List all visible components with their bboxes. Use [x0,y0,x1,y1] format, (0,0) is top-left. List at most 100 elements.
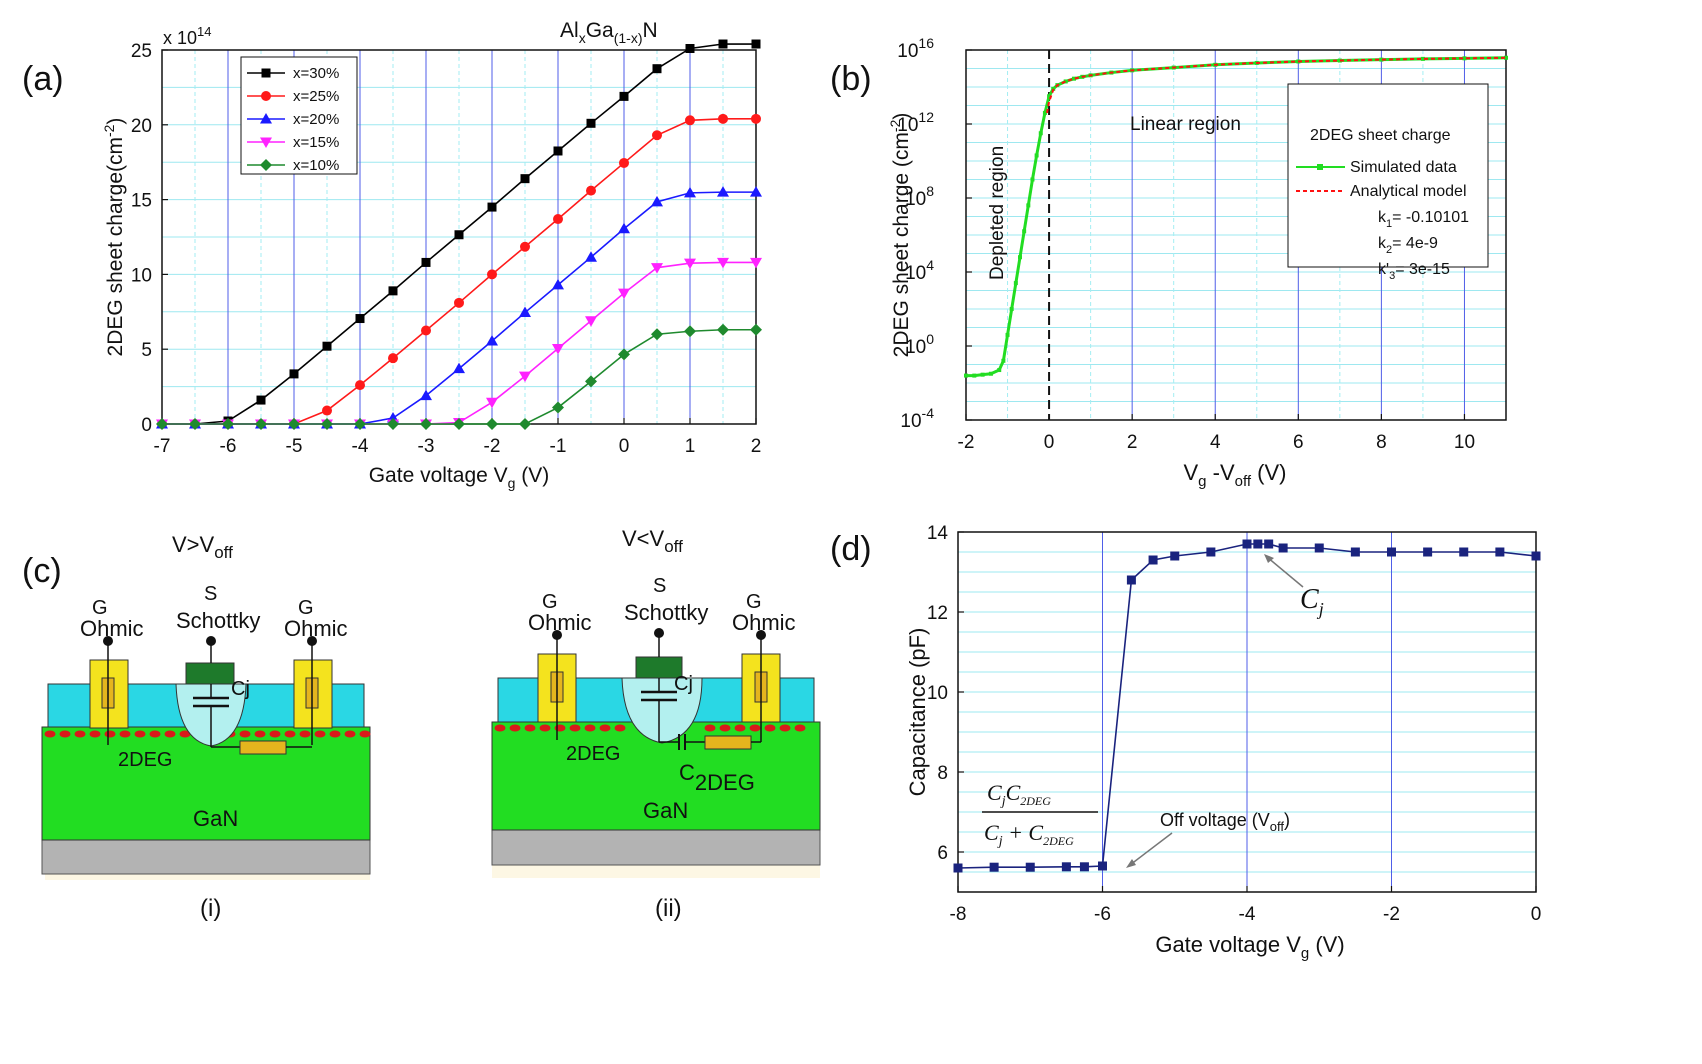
a-xtick-label: -2 [484,436,501,457]
ohmic-right-label-ii: Ohmic [732,610,796,635]
2deg-electron [539,724,551,732]
condition-ii: V<Voff [622,526,683,556]
device-i: V>Voff Cj G Ohmic S Schottky G Ohmic [41,532,371,922]
a-point-x=25% [553,214,563,225]
a-point-x=25% [322,405,332,416]
d-ytick-label: 12 [927,603,948,624]
panel-c-label: (c) [22,552,62,590]
2deg-electron [494,724,506,732]
d-xtick-label: 0 [1531,904,1542,925]
b-point [1379,57,1384,62]
d-ytick-label: 6 [937,843,948,864]
device-ii-2deg-dots [494,724,806,732]
a-ytick-label: 0 [141,415,152,436]
param-k3: k'3= 3e-15 [1378,261,1450,282]
d-point [1025,862,1035,872]
b-point [964,373,968,378]
2deg-electron [764,724,776,732]
2deg-electron [344,730,356,738]
a-legend-marker [261,68,271,78]
2deg-electron [284,730,296,738]
d-ytick-label: 14 [927,523,949,544]
a-point-x=30% [586,118,596,128]
panel-a-legend-entries: x=30% x=25% x=20% x=15% x=10% [247,65,339,174]
a-point-x=20% [486,334,498,346]
panel-a-series [156,39,762,430]
panel-b-ticks: -2 0 2 4 6 8 10 10-4 100 104 108 1012 1016 [897,35,1475,453]
annotation-cj: Cj [1300,584,1324,619]
b-xtick-label: 6 [1293,432,1304,453]
b-point [1009,307,1014,311]
panel-a-xlabel: Gate voltage Vg (V) [369,464,550,491]
b-ytick-label: 1012 [897,109,934,136]
b-point [1337,58,1342,63]
legend-sim-label: Simulated data [1350,159,1457,176]
ohmic-right-label-i: Ohmic [284,616,348,641]
b-xtick-label: 10 [1454,432,1475,453]
legend-sim-marker [1317,164,1323,170]
a-point-x=10% [585,375,597,388]
legend-ana-label: Analytical model [1350,183,1467,200]
2deg-electron [524,724,536,732]
panel-b: (b) -2 0 2 4 6 8 10 10-4 100 104 108 1012 1016 2DEG … [830,35,1508,490]
svg-text:CjC2DEG: CjC2DEG [987,780,1051,809]
d-point [1206,547,1216,557]
a-point-x=20% [750,186,762,197]
panel-b-legend [1287,83,1489,268]
a-point-x=20% [717,186,729,197]
2deg-electron [254,730,266,738]
panel-b-ylabel: 2DEG sheet charge (cm-2) [887,113,913,358]
d-xtick-label: -4 [1239,904,1256,925]
a-point-x=25% [586,185,596,196]
channel-resistor-i [239,740,287,755]
2deg-electron [299,730,311,738]
a-point-x=10% [255,418,267,430]
a-point-x=20% [651,195,663,207]
d-point [1242,539,1252,549]
a-point-x=20% [420,389,432,401]
a-point-x=10% [387,418,399,430]
a-xtick-label: 1 [685,436,696,457]
a-point-x=30% [718,39,728,49]
a-point-x=10% [354,418,366,430]
a-point-x=30% [520,174,530,184]
b-ytick-label: 104 [905,257,934,284]
a-point-x=10% [519,418,531,430]
schottky-depletion-ii [621,677,703,744]
2deg-electron [719,724,731,732]
panel-a-title: AlxGa(1-x)N [560,19,658,46]
a-point-x=30% [487,202,497,212]
a-ytick-label: 25 [131,41,152,62]
a-point-x=30% [454,230,464,240]
b-point [1462,56,1467,61]
a-point-x=20% [519,306,531,318]
caption-ii: (ii) [655,895,682,922]
cj-arrow [1266,556,1304,588]
panel-a-label: (a) [22,60,64,98]
ohmic-contact-left-i [89,659,129,729]
a-point-x=20% [453,362,465,374]
svg-text:Cj + C2DEG: Cj + C2DEG [984,820,1074,849]
2deg-electron [239,730,251,738]
device-ii-substrate [491,829,821,866]
2deg-electron [614,724,626,732]
panel-d-ticks: -8 -6 -4 -2 0 6 8 10 12 14 [927,523,1541,925]
a-point-x=15% [684,258,696,270]
b-point [1026,203,1031,208]
panel-c: (c) V>Voff Cj G Ohmic S Schottky [22,526,821,922]
a-point-x=25% [355,380,365,391]
2deg-electron [509,724,521,732]
c2deg-label: C2DEG [679,760,755,795]
a-ytick-label: 10 [131,265,152,286]
a-point-x=15% [519,371,531,383]
a-point-x=10% [156,418,168,430]
a-point-x=30% [322,341,332,351]
a-point-x=30% [256,395,266,405]
panel-b-series [964,55,1508,378]
a-point-x=20% [684,186,696,198]
2deg-electron [314,730,326,738]
2deg-electron [269,730,281,738]
b-point [1034,153,1039,158]
b-point [1047,94,1052,99]
